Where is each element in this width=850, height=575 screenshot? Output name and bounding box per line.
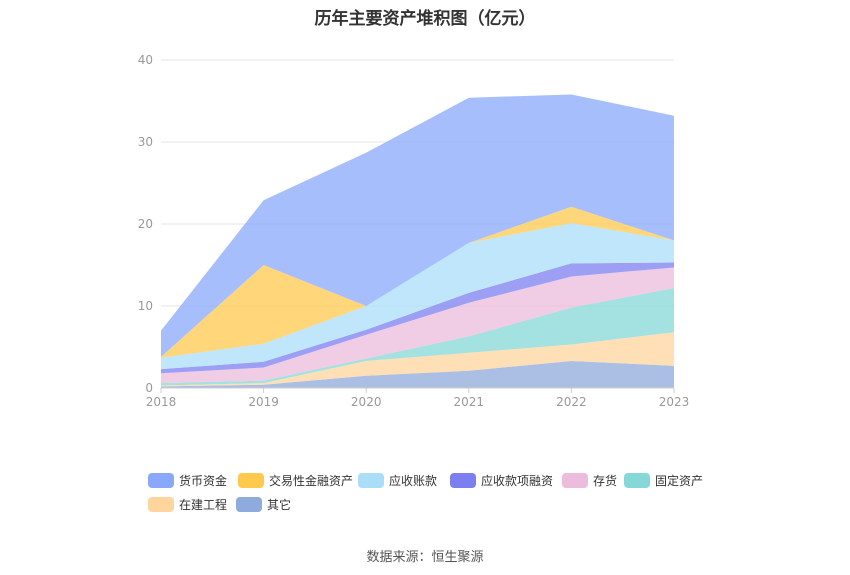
legend-item[interactable]: 固定资产 [624, 472, 703, 489]
area-series-7 [161, 94, 674, 357]
legend-label: 在建工程 [179, 498, 228, 512]
area-series-6 [161, 206, 674, 358]
y-tick-label: 30 [138, 135, 153, 149]
legend-item[interactable]: 交易性金融资产 [238, 472, 353, 489]
legend-swatch [236, 497, 262, 512]
area-series-3 [161, 267, 674, 384]
x-tick-label: 2019 [248, 395, 279, 409]
legend-swatch [148, 473, 174, 488]
legend-swatch [450, 473, 476, 488]
chart-title: 历年主要资产堆积图（亿元） [314, 9, 536, 29]
area-series-2 [161, 287, 674, 386]
legend-label: 固定资产 [655, 474, 704, 488]
y-tick-label: 40 [138, 53, 153, 67]
area-series [161, 94, 674, 388]
legend-item[interactable]: 应收款项融资 [450, 472, 553, 489]
area-series-1 [161, 332, 674, 387]
y-tick-label: 10 [138, 299, 153, 313]
legend-swatch [148, 497, 174, 512]
legend-swatch [624, 473, 650, 488]
legend-label: 应收账款 [389, 474, 438, 488]
x-tick-label: 2021 [454, 395, 485, 409]
area-series-0 [161, 360, 674, 388]
x-tick-label: 2022 [556, 395, 587, 409]
legend-label: 应收款项融资 [481, 474, 554, 488]
legend-item[interactable]: 存货 [562, 472, 617, 489]
source-note: 数据来源：恒生聚源 [366, 550, 484, 565]
x-tick-label: 2023 [659, 395, 690, 409]
legend-label: 存货 [593, 474, 618, 488]
legend-item[interactable]: 其它 [236, 496, 291, 513]
legend-label: 其它 [267, 498, 292, 512]
legend-swatch [562, 473, 588, 488]
legend-item[interactable]: 在建工程 [148, 496, 227, 513]
y-tick-label: 20 [138, 217, 153, 231]
legend-label: 货币资金 [179, 474, 228, 488]
area-series-4 [161, 262, 674, 374]
area-series-5 [161, 223, 674, 370]
y-tick-label: 0 [145, 381, 153, 395]
legend-item[interactable]: 货币资金 [148, 472, 227, 489]
axes: 0 10 20 30 40 2018 2019 2020 2021 2022 2023 [138, 53, 690, 409]
legend-swatch [238, 473, 264, 488]
x-tick-label: 2018 [146, 395, 177, 409]
legend-item[interactable]: 应收账款 [358, 472, 437, 489]
legend-swatch [358, 473, 384, 488]
x-tick-label: 2020 [351, 395, 382, 409]
legend-label: 交易性金融资产 [269, 474, 354, 488]
